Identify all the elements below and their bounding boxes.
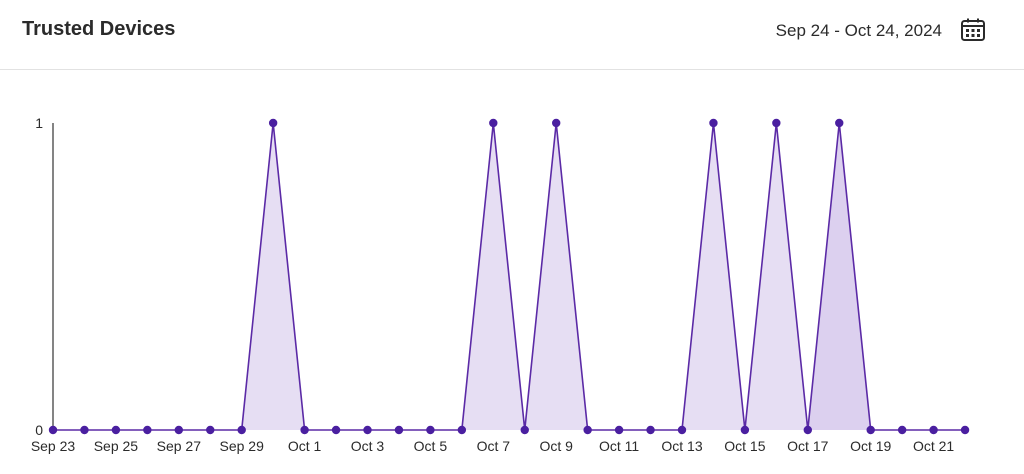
data-point-oct-11 xyxy=(614,425,624,435)
x-tick-label: Sep 25 xyxy=(94,438,139,454)
data-point-oct-2 xyxy=(331,425,341,435)
data-point-sep-24 xyxy=(80,425,89,435)
x-tick-label: Oct 19 xyxy=(850,438,891,454)
area-fill-oct-14 xyxy=(682,123,745,430)
data-point-oct-4 xyxy=(394,425,404,435)
x-tick-label: Oct 15 xyxy=(724,438,765,454)
data-point-sep-23 xyxy=(48,425,58,435)
data-point-oct-1 xyxy=(300,425,309,435)
series-line xyxy=(53,122,966,431)
data-point-oct-17 xyxy=(803,425,812,435)
x-tick-label: Oct 3 xyxy=(351,438,385,454)
area-fill-sep-30 xyxy=(241,123,305,430)
data-point-oct-6 xyxy=(457,425,467,435)
calendar-icon xyxy=(961,18,985,41)
data-point-sep-27 xyxy=(174,425,183,435)
x-tick-label: Oct 11 xyxy=(599,438,639,454)
area-fill-oct-18 xyxy=(807,123,871,430)
chart-header: Trusted Devices Sep 24 - Oct 24, 2024 xyxy=(0,0,1024,70)
y-tick-label: 1 xyxy=(35,115,43,131)
data-point-oct-5 xyxy=(426,425,435,435)
data-point-oct-21 xyxy=(929,425,938,435)
data-point-oct-12 xyxy=(646,425,655,435)
data-point-oct-16 xyxy=(772,118,781,128)
data-point-oct-8 xyxy=(520,425,529,435)
x-tick-label: Oct 7 xyxy=(477,438,511,454)
x-tick-label: Sep 27 xyxy=(157,438,202,454)
data-point-oct-19 xyxy=(866,425,875,435)
data-point-sep-30 xyxy=(268,118,278,128)
data-point-oct-20 xyxy=(897,425,907,435)
x-tick-label: Oct 21 xyxy=(913,438,954,454)
x-tick-label: Sep 23 xyxy=(31,438,76,454)
area-fill-oct-7 xyxy=(461,123,525,430)
trusted-devices-chart: 0 1 Sep 23 Sep 25 Sep 27 Sep 29 Oct 1 Oct 3 Oct … xyxy=(31,115,970,454)
data-point-oct-22 xyxy=(960,425,970,435)
area-fill-oct-9 xyxy=(524,123,588,430)
data-point-oct-18 xyxy=(835,118,844,128)
data-point-sep-28 xyxy=(206,425,215,435)
data-point-oct-14 xyxy=(709,118,718,128)
calendar-button[interactable] xyxy=(960,17,986,43)
date-range-label[interactable]: Sep 24 - Oct 24, 2024 xyxy=(775,21,942,40)
data-point-oct-9 xyxy=(552,118,561,128)
data-point-oct-13 xyxy=(677,425,687,435)
data-point-sep-29 xyxy=(237,425,246,435)
x-tick-label: Oct 13 xyxy=(661,438,702,454)
data-point-sep-26 xyxy=(143,425,152,435)
data-point-oct-10 xyxy=(583,425,592,435)
data-point-oct-15 xyxy=(740,425,750,435)
data-point-oct-7 xyxy=(489,118,498,128)
data-point-sep-25 xyxy=(111,425,121,435)
card-title: Trusted Devices xyxy=(22,18,176,40)
data-point-oct-3 xyxy=(363,425,372,435)
x-tick-label: Sep 29 xyxy=(220,438,265,454)
x-tick-label: Oct 1 xyxy=(288,438,322,454)
x-tick-label: Oct 9 xyxy=(539,438,573,454)
x-tick-label: Oct 5 xyxy=(414,438,448,454)
y-tick-label: 0 xyxy=(35,422,43,438)
area-fill-oct-16 xyxy=(744,123,808,430)
x-tick-label: Oct 17 xyxy=(787,438,828,454)
